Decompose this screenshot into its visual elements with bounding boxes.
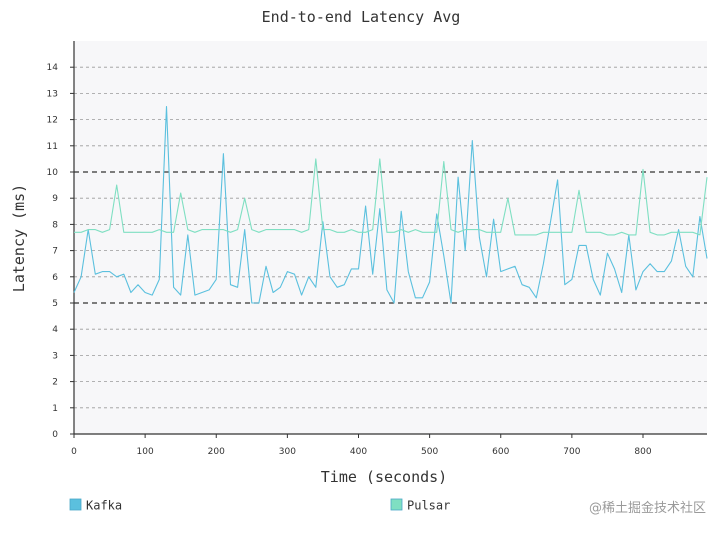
y-tick-label: 4	[52, 325, 58, 335]
x-tick-label: 700	[563, 447, 580, 457]
x-tick-label: 200	[208, 447, 225, 457]
chart-title: End-to-end Latency Avg	[262, 8, 461, 26]
legend-label: Kafka	[86, 499, 122, 513]
series-lines	[73, 105, 708, 304]
y-tick-label: 0	[52, 430, 58, 440]
gridlines	[74, 66, 707, 409]
y-tick-label: 8	[52, 220, 58, 230]
legend: Kafka Pulsar	[69, 498, 450, 513]
y-tick-label: 14	[47, 63, 59, 73]
y-axis-label: Latency (ms)	[10, 184, 28, 292]
watermark: @稀土掘金技术社区	[589, 500, 706, 516]
y-tick-label: 9	[52, 194, 58, 204]
legend-label: Pulsar	[407, 499, 450, 513]
x-axis-label: Time (seconds)	[321, 468, 447, 486]
y-tick-label: 5	[52, 299, 58, 309]
x-tick-label: 500	[421, 447, 438, 457]
y-tick-label: 7	[52, 247, 58, 257]
x-tick-label: 800	[634, 447, 651, 457]
y-tick-label: 10	[47, 168, 59, 178]
series-line-pulsar	[74, 158, 708, 236]
y-tick-label: 6	[52, 273, 58, 283]
y-tick-label: 1	[52, 404, 58, 414]
y-tick-label: 3	[52, 351, 58, 361]
x-tick-label: 100	[137, 447, 154, 457]
plot-area	[74, 41, 707, 434]
y-tick-label: 11	[47, 142, 58, 152]
y-tick-label: 2	[52, 378, 58, 388]
series-line-kafka	[73, 105, 708, 304]
x-tick-label: 600	[492, 447, 509, 457]
legend-swatch	[390, 498, 403, 511]
legend-item-kafka: Kafka	[69, 498, 122, 513]
x-tick-label: 300	[279, 447, 296, 457]
legend-swatch	[69, 498, 82, 511]
y-tick-label: 13	[47, 89, 58, 99]
legend-item-pulsar: Pulsar	[390, 498, 450, 513]
x-axis-ticks: 0 100 200 300 400 500 600 700 800	[71, 434, 652, 457]
y-tick-label: 12	[47, 116, 58, 126]
x-tick-label: 0	[71, 447, 77, 457]
x-tick-label: 400	[350, 447, 367, 457]
